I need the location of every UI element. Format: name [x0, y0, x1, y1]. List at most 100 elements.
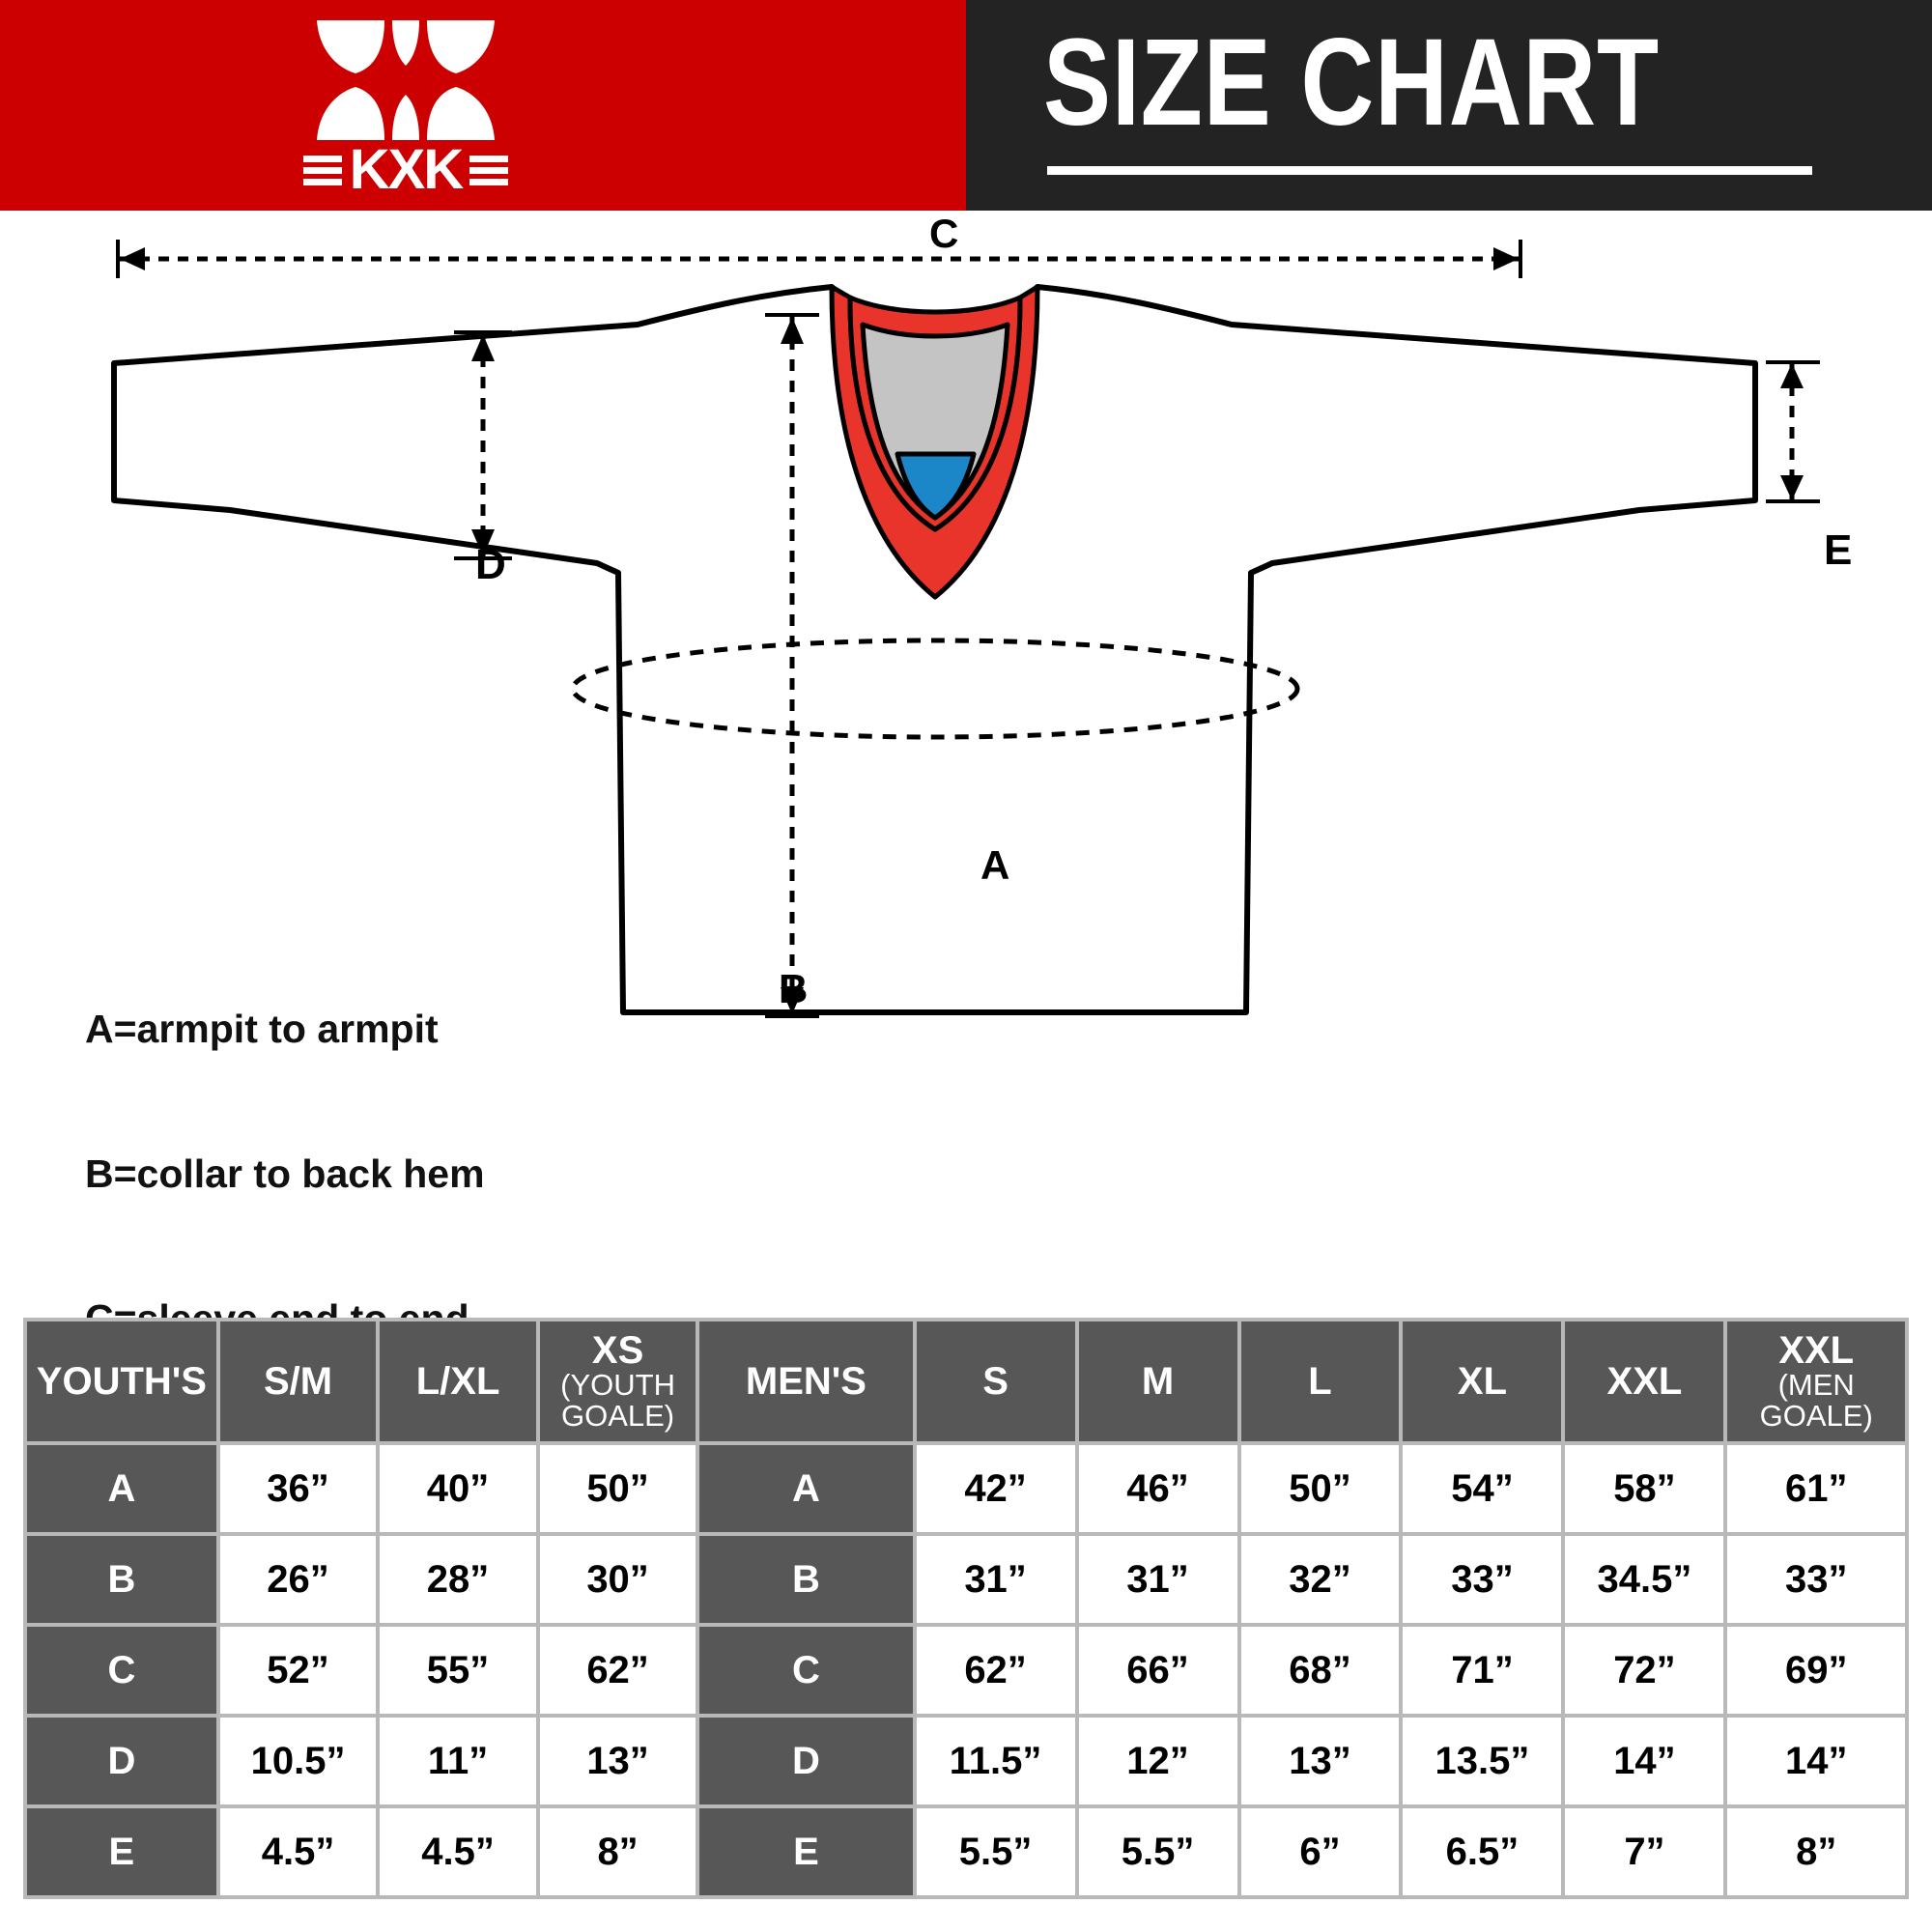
cell-mens-E-4: 7” [1565, 1808, 1724, 1895]
table-header-row: YOUTH'S S/M L/XL XS (YOUTH GOALE) MEN'S S M L XL X… [27, 1321, 1905, 1441]
table-row: D 10.5” 11” 13” D 11.5” 12” 13” 13.5” 14” 14” [27, 1718, 1905, 1804]
cell-youth-D-1: 11” [380, 1718, 536, 1804]
cell-mens-C-4: 72” [1565, 1627, 1724, 1714]
cell-mens-B-0: 31” [916, 1536, 1075, 1623]
cell-mens-A-2: 50” [1240, 1445, 1400, 1532]
cell-mens-B-4: 34.5” [1565, 1536, 1724, 1623]
logo-word-text: KXK [349, 138, 464, 201]
dimension-a-ellipse [570, 638, 1300, 740]
cell-youth-A-0: 36” [219, 1445, 377, 1532]
logo-left-bars-icon [302, 155, 342, 185]
row-label-youth-C: C [27, 1627, 216, 1714]
cell-mens-B-3: 33” [1403, 1536, 1562, 1623]
dimension-label-e: E [1824, 526, 1853, 574]
cell-mens-D-0: 11.5” [916, 1718, 1075, 1804]
header-youth-col-0: S/M [219, 1321, 377, 1441]
cell-youth-C-2: 62” [539, 1627, 696, 1714]
header-mens-col-1: M [1078, 1321, 1237, 1441]
cell-youth-D-0: 10.5” [219, 1718, 377, 1804]
cell-youth-B-1: 28” [380, 1536, 536, 1623]
cell-mens-A-5: 61” [1727, 1445, 1905, 1532]
cell-youth-A-1: 40” [380, 1445, 536, 1532]
cell-mens-D-1: 12” [1078, 1718, 1237, 1804]
row-label-youth-A: A [27, 1445, 216, 1532]
header-mens-col-5: XXL (MEN GOALE) [1727, 1321, 1905, 1441]
cell-mens-B-1: 31” [1078, 1536, 1237, 1623]
cell-mens-A-0: 42” [916, 1445, 1075, 1532]
row-label-mens-E: E [699, 1808, 913, 1895]
cell-mens-A-4: 58” [1565, 1445, 1724, 1532]
cell-youth-C-1: 55” [380, 1627, 536, 1714]
cell-mens-E-1: 5.5” [1078, 1808, 1237, 1895]
header-bar: KXK SIZE CHART [0, 0, 1932, 211]
row-label-youth-E: E [27, 1808, 216, 1895]
cell-youth-D-2: 13” [539, 1718, 696, 1804]
cell-mens-E-0: 5.5” [916, 1808, 1075, 1895]
cell-youth-B-0: 26” [219, 1536, 377, 1623]
logo-right-bars-icon [469, 155, 509, 185]
header-youth: YOUTH'S [27, 1321, 216, 1441]
header-mens-col-3: XL [1403, 1321, 1562, 1441]
dimension-label-a: A [980, 842, 1010, 888]
header-mens: MEN'S [699, 1321, 913, 1441]
header-mens-col-2: L [1240, 1321, 1400, 1441]
kxk-logo: KXK [280, 17, 531, 201]
header-youth-col-2-sub: (YOUTH GOALE) [560, 1368, 675, 1433]
cell-mens-C-3: 71” [1403, 1627, 1562, 1714]
header-youth-col-2: XS (YOUTH GOALE) [539, 1321, 696, 1441]
header-mens-col-0: S [916, 1321, 1075, 1441]
legend-line-a: A=armpit to armpit [85, 1007, 439, 1052]
dimension-c-arrow [116, 240, 1522, 278]
title-panel: SIZE CHART [966, 0, 1932, 211]
cell-mens-C-0: 62” [916, 1627, 1075, 1714]
cell-youth-C-0: 52” [219, 1627, 377, 1714]
cell-youth-E-1: 4.5” [380, 1808, 536, 1895]
cell-youth-A-2: 50” [539, 1445, 696, 1532]
jersey-illustration [111, 240, 1820, 1018]
cell-mens-D-4: 14” [1565, 1718, 1724, 1804]
table-row: E 4.5” 4.5” 8” E 5.5” 5.5” 6” 6.5” 7” 8” [27, 1808, 1905, 1895]
hourglass-logo-icon [317, 20, 495, 140]
jersey-collar [829, 284, 1040, 600]
cell-youth-E-2: 8” [539, 1808, 696, 1895]
jersey-outline [111, 284, 1758, 1015]
dimension-e-arrow [1766, 360, 1820, 503]
header-mens-col-5-sub: (MEN GOALE) [1759, 1368, 1873, 1433]
cell-mens-B-2: 32” [1240, 1536, 1400, 1623]
header-mens-col-4: XXL [1565, 1321, 1724, 1441]
dimension-d-arrow [454, 330, 512, 560]
page-title: SIZE CHART [1043, 14, 1660, 152]
jersey-diagram: C [0, 211, 1932, 1288]
cell-mens-C-1: 66” [1078, 1627, 1237, 1714]
size-table-wrapper: YOUTH'S S/M L/XL XS (YOUTH GOALE) MEN'S S M L XL X… [23, 1318, 1909, 1899]
cell-mens-A-1: 46” [1078, 1445, 1237, 1532]
row-label-mens-B: B [699, 1536, 913, 1623]
header-youth-col-1: L/XL [380, 1321, 536, 1441]
table-row: C 52” 55” 62” C 62” 66” 68” 71” 72” 69” [27, 1627, 1905, 1714]
cell-mens-D-2: 13” [1240, 1718, 1400, 1804]
table-row: A 36” 40” 50” A 42” 46” 50” 54” 58” 61” [27, 1445, 1905, 1532]
title-underline [1047, 166, 1812, 175]
dimension-label-b: B [779, 966, 809, 1011]
cell-youth-E-0: 4.5” [219, 1808, 377, 1895]
cell-youth-B-2: 30” [539, 1536, 696, 1623]
cell-mens-B-5: 33” [1727, 1536, 1905, 1623]
cell-mens-E-5: 8” [1727, 1808, 1905, 1895]
table-row: B 26” 28” 30” B 31” 31” 32” 33” 34.5” 33” [27, 1536, 1905, 1623]
row-label-mens-A: A [699, 1445, 913, 1532]
cell-mens-D-3: 13.5” [1403, 1718, 1562, 1804]
dimension-b-arrow [765, 313, 819, 1018]
brand-panel: KXK [0, 0, 966, 211]
cell-mens-A-3: 54” [1403, 1445, 1562, 1532]
dimension-label-d: D [475, 541, 506, 588]
cell-mens-E-2: 6” [1240, 1808, 1400, 1895]
row-label-youth-D: D [27, 1718, 216, 1804]
row-label-mens-C: C [699, 1627, 913, 1714]
size-table: YOUTH'S S/M L/XL XS (YOUTH GOALE) MEN'S S M L XL X… [23, 1318, 1909, 1899]
cell-mens-E-3: 6.5” [1403, 1808, 1562, 1895]
logo-wordmark: KXK [280, 141, 531, 199]
dimension-label-c: C [929, 211, 959, 256]
cell-mens-C-2: 68” [1240, 1627, 1400, 1714]
legend-line-b: B=collar to back hem [85, 1151, 485, 1197]
